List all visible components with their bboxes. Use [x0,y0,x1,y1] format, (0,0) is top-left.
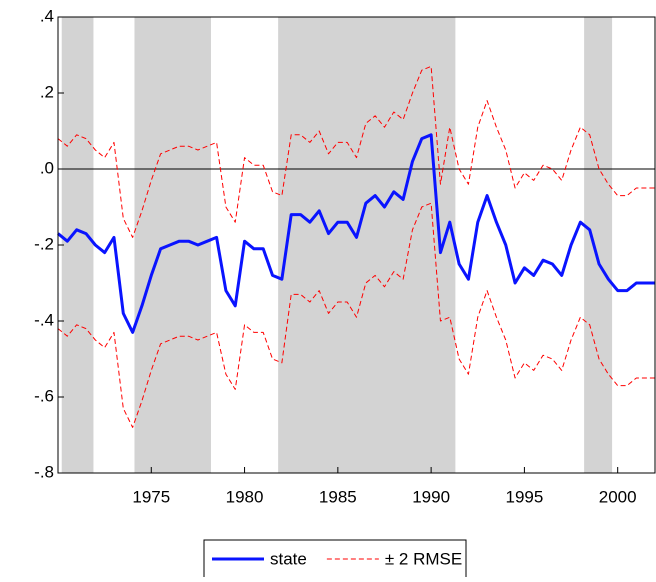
series-line [57,202,655,428]
legend-label: state [270,549,307,568]
series-line [57,133,655,334]
series-line [57,65,655,238]
legend-label: ± 2 RMSE [385,549,462,568]
x-tick-label: 1980 [226,487,264,506]
shaded-period [61,17,94,473]
x-tick-label: 2000 [599,487,637,506]
y-tick-label: .0 [40,158,54,177]
shaded-period [584,17,613,473]
x-tick-label: 1985 [319,487,357,506]
x-tick-label: 1975 [132,487,170,506]
x-tick-label: 1990 [412,487,450,506]
y-tick-label: -.4 [34,310,54,329]
x-tick-label: 1995 [505,487,543,506]
plot-frame [57,16,656,474]
y-tick-label: .4 [40,6,54,25]
y-tick-label: -.2 [34,234,54,253]
y-tick-label: .2 [40,82,54,101]
y-tick-label: -.6 [34,386,54,405]
shaded-period [278,17,456,473]
y-tick-label: -.8 [34,462,54,481]
